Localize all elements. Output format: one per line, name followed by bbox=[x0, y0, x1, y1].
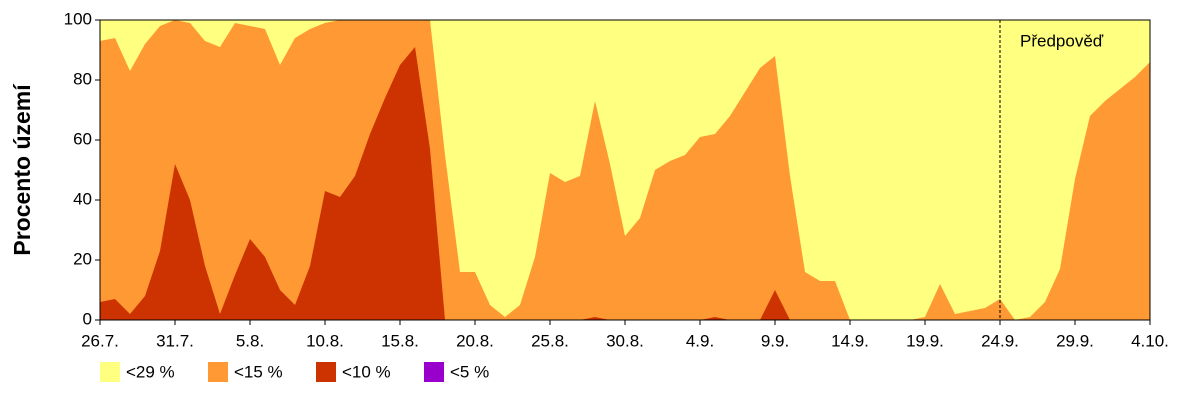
x-tick-label: 29.9. bbox=[1056, 331, 1094, 350]
legend-swatch bbox=[208, 362, 228, 382]
x-tick-label: 19.9. bbox=[906, 331, 944, 350]
legend-swatch bbox=[100, 362, 120, 382]
annotation: Předpověď bbox=[1020, 31, 1104, 50]
legend-label: <29 % bbox=[126, 362, 175, 381]
y-tick-label: 60 bbox=[73, 129, 92, 148]
x-tick-label: 4.10. bbox=[1131, 331, 1169, 350]
x-tick-label: 15.8. bbox=[381, 331, 419, 350]
y-tick-label: 80 bbox=[73, 69, 92, 88]
x-tick-label: 31.7. bbox=[156, 331, 194, 350]
x-tick-label: 4.9. bbox=[686, 331, 714, 350]
y-tick-label: 40 bbox=[73, 189, 92, 208]
legend-swatch bbox=[424, 362, 444, 382]
x-tick-label: 10.8. bbox=[306, 331, 344, 350]
legend-label: <5 % bbox=[450, 362, 489, 381]
x-tick-label: 5.8. bbox=[236, 331, 264, 350]
y-tick-label: 0 bbox=[83, 309, 92, 328]
x-tick-label: 25.8. bbox=[531, 331, 569, 350]
area bbox=[100, 47, 1150, 320]
y-tick-label: 20 bbox=[73, 249, 92, 268]
x-tick-label: 9.9. bbox=[761, 331, 789, 350]
legend-label: <10 % bbox=[342, 362, 391, 381]
x-tick-label: 26.7. bbox=[81, 331, 119, 350]
legend-label: <15 % bbox=[234, 362, 283, 381]
x-tick-label: 30.8. bbox=[606, 331, 644, 350]
y-axis-label: Procento území bbox=[9, 83, 35, 256]
x-tick-label: 14.9. bbox=[831, 331, 869, 350]
x-tick-label: 20.8. bbox=[456, 331, 494, 350]
y-tick-label: 100 bbox=[64, 9, 92, 28]
x-tick-label: 24.9. bbox=[981, 331, 1019, 350]
legend-swatch bbox=[316, 362, 336, 382]
